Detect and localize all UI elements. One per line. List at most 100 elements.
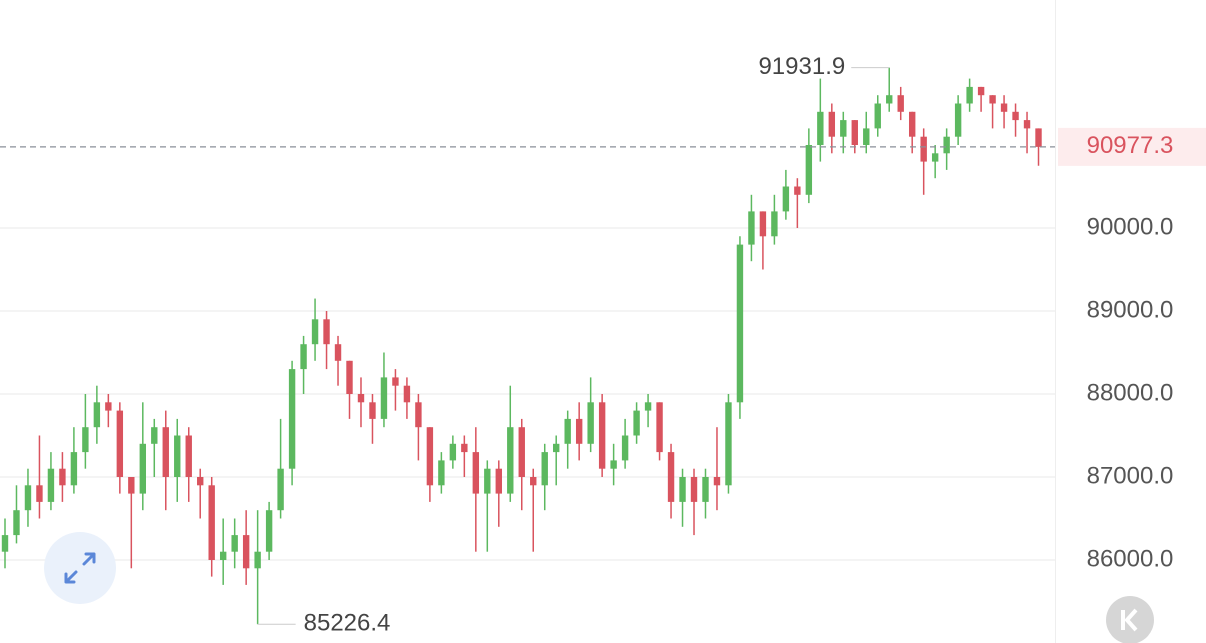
candle-body xyxy=(759,211,767,237)
candle-body xyxy=(736,244,744,403)
candle-body xyxy=(1000,103,1008,112)
candle-body xyxy=(208,485,215,561)
y-tick-label: 88000.0 xyxy=(1087,379,1174,406)
candle-body xyxy=(254,551,261,569)
candle-body xyxy=(690,477,698,502)
candle-body xyxy=(1,535,9,552)
candle-body xyxy=(897,95,904,112)
candle-body xyxy=(369,402,376,419)
candle-body xyxy=(151,427,158,444)
candle-body xyxy=(82,427,89,453)
candle-body xyxy=(116,410,124,478)
candle-body xyxy=(644,402,652,411)
candle-body xyxy=(47,468,55,502)
last-price-label: 90977.3 xyxy=(1087,132,1174,159)
expand-button[interactable] xyxy=(44,532,116,604)
candle-body xyxy=(438,460,445,486)
candle-body xyxy=(989,95,996,104)
y-tick-label: 86000.0 xyxy=(1087,545,1174,572)
candle-body xyxy=(541,452,548,486)
candle-body xyxy=(553,443,560,453)
candle-body xyxy=(219,551,227,561)
candle-body xyxy=(162,427,169,478)
candle-body xyxy=(610,460,617,469)
expand-icon[interactable] xyxy=(64,552,96,584)
candle-body xyxy=(920,136,927,162)
candle-body xyxy=(231,535,238,552)
candle-body xyxy=(185,435,192,478)
candle-body xyxy=(598,402,606,469)
candle-body xyxy=(128,477,135,494)
collapse-button[interactable] xyxy=(1106,596,1154,643)
candle-body xyxy=(621,435,629,461)
candle-body xyxy=(495,468,502,494)
candle-body xyxy=(725,402,732,486)
expand-circle[interactable] xyxy=(44,532,116,604)
y-tick-label: 87000.0 xyxy=(1087,462,1174,489)
last-price-box xyxy=(1058,127,1206,166)
candle-body xyxy=(794,186,801,195)
candle-body xyxy=(863,128,870,146)
candle-body xyxy=(530,477,537,486)
candle-body xyxy=(415,402,422,428)
candle-body xyxy=(323,319,330,345)
candle-body xyxy=(357,394,365,403)
candle-body xyxy=(954,103,962,137)
candle-body xyxy=(840,120,847,137)
candle-body xyxy=(748,211,755,245)
candle-body xyxy=(403,385,411,403)
candle-body xyxy=(771,211,778,237)
candle-body xyxy=(564,418,571,444)
max-label: 91931.9 xyxy=(758,53,845,80)
y-tick-label: 90000.0 xyxy=(1087,213,1174,240)
candle-body xyxy=(1035,128,1042,147)
candle-body xyxy=(656,402,663,453)
candle-body xyxy=(817,111,824,146)
candle-body xyxy=(24,485,32,511)
candle-body xyxy=(334,344,342,361)
candle-body xyxy=(59,468,66,486)
candle-body xyxy=(300,344,307,370)
candle-body xyxy=(679,477,686,502)
candle-body xyxy=(874,103,881,129)
collapse-icon[interactable] xyxy=(1121,608,1138,632)
candle-body xyxy=(484,468,491,494)
candle-body xyxy=(242,535,250,569)
candle-body xyxy=(288,369,296,469)
candle-body xyxy=(311,319,319,345)
candle-body xyxy=(13,510,20,536)
candle-body xyxy=(782,186,790,212)
candle-body xyxy=(633,410,640,436)
candle-body xyxy=(380,377,388,419)
candle-body xyxy=(713,477,721,486)
candle-body xyxy=(1023,120,1031,129)
candle-body xyxy=(265,510,273,552)
candle-body xyxy=(472,452,480,494)
candle-body xyxy=(461,443,468,453)
candle-body xyxy=(966,86,973,104)
candle-body xyxy=(139,443,147,494)
candle-body xyxy=(426,427,434,486)
candle-body xyxy=(449,443,457,461)
candle-body xyxy=(1012,111,1019,121)
candle-body xyxy=(931,153,939,162)
candle-body xyxy=(105,402,112,411)
candle-body xyxy=(507,427,514,494)
candle-body xyxy=(575,418,583,444)
candle-body xyxy=(851,120,858,146)
candle-body xyxy=(197,477,204,486)
candle-body xyxy=(805,145,813,195)
candle-body xyxy=(828,111,836,137)
candle-body xyxy=(174,435,181,478)
candle-body xyxy=(518,427,525,478)
min-label: 85226.4 xyxy=(304,610,391,637)
candle-body xyxy=(346,360,353,395)
candle-body xyxy=(702,477,709,502)
candle-body xyxy=(667,452,675,502)
candle-body xyxy=(36,485,43,502)
candle-body xyxy=(277,468,284,511)
candle-body xyxy=(70,452,78,486)
candle-body xyxy=(93,402,101,428)
